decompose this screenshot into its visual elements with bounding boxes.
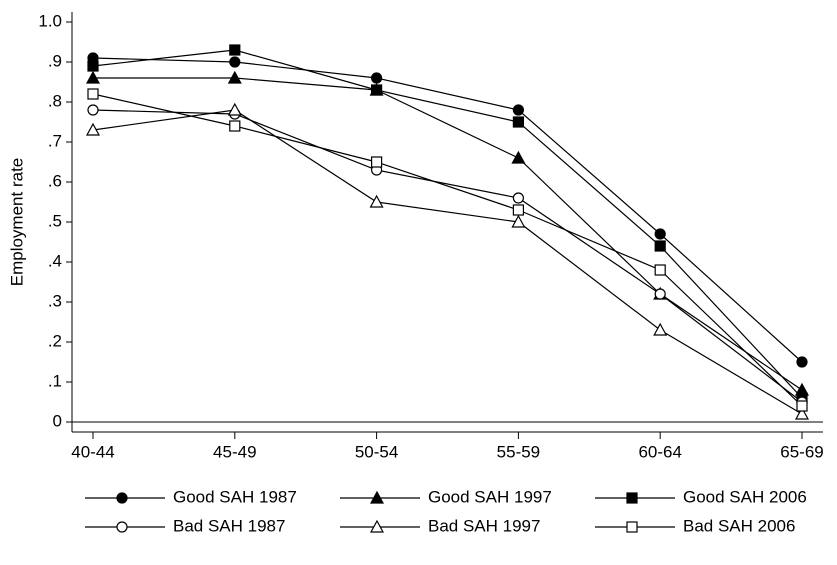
legend-marker xyxy=(116,492,128,504)
data-point xyxy=(85,122,101,136)
series-line xyxy=(92,49,803,399)
data-point xyxy=(87,88,99,100)
x-tick-label: 55-59 xyxy=(497,442,540,461)
data-point xyxy=(229,120,241,132)
data-point xyxy=(227,70,242,84)
series-line xyxy=(92,57,803,363)
legend-marker xyxy=(626,521,638,533)
data-point xyxy=(512,104,525,116)
y-tick-label: .6 xyxy=(48,171,62,190)
data-point xyxy=(371,156,383,168)
data-point xyxy=(796,356,808,368)
x-tick-label: 40-44 xyxy=(71,442,114,461)
data-point xyxy=(85,70,101,84)
legend-label: Bad SAH 1987 xyxy=(173,516,285,535)
data-point xyxy=(227,102,242,116)
y-tick-label: .4 xyxy=(48,251,62,270)
legend-marker xyxy=(626,492,638,504)
x-tick-label: 65-69 xyxy=(780,442,823,461)
data-point xyxy=(87,60,99,72)
data-point xyxy=(229,56,241,68)
data-point xyxy=(654,240,666,252)
series-line xyxy=(92,109,803,415)
series-line xyxy=(93,77,803,391)
y-tick-label: 1.0 xyxy=(38,11,62,30)
legend-marker xyxy=(369,490,385,504)
y-tick-label: .1 xyxy=(48,371,62,390)
data-point xyxy=(512,204,525,216)
y-axis-label: Employment rate xyxy=(7,158,26,287)
series-line xyxy=(92,109,803,403)
x-tick-label: 50-54 xyxy=(355,442,398,461)
series-line xyxy=(92,93,803,407)
data-point xyxy=(653,322,668,336)
x-tick-label: 60-64 xyxy=(638,442,681,461)
y-tick-label: .3 xyxy=(48,291,62,310)
y-tick-label: .2 xyxy=(48,331,62,350)
data-point xyxy=(794,406,810,420)
y-tick-label: .8 xyxy=(48,91,62,110)
legend-label: Bad SAH 2006 xyxy=(683,516,795,535)
legend-marker xyxy=(116,521,128,533)
data-point xyxy=(229,44,241,56)
legend-label: Bad SAH 1997 xyxy=(428,516,540,535)
data-point xyxy=(511,214,526,228)
y-tick-label: .7 xyxy=(48,131,62,150)
data-point xyxy=(371,84,383,96)
x-tick-label: 45-49 xyxy=(213,442,256,461)
y-tick-label: 0 xyxy=(53,411,62,430)
data-point xyxy=(654,288,666,300)
legend-marker xyxy=(369,519,385,533)
data-point xyxy=(511,150,526,164)
legend-label: Good SAH 2006 xyxy=(683,487,807,506)
data-point xyxy=(512,192,525,204)
data-point xyxy=(371,72,383,84)
data-point xyxy=(512,116,525,128)
legend-label: Good SAH 1997 xyxy=(428,487,552,506)
data-point xyxy=(87,104,99,116)
data-point xyxy=(654,228,666,240)
data-point xyxy=(369,194,384,208)
y-tick-label: .5 xyxy=(48,211,62,230)
y-tick-label: .9 xyxy=(48,51,62,70)
legend-label: Good SAH 1987 xyxy=(173,487,297,506)
data-point xyxy=(654,264,666,276)
data-point xyxy=(796,400,808,412)
